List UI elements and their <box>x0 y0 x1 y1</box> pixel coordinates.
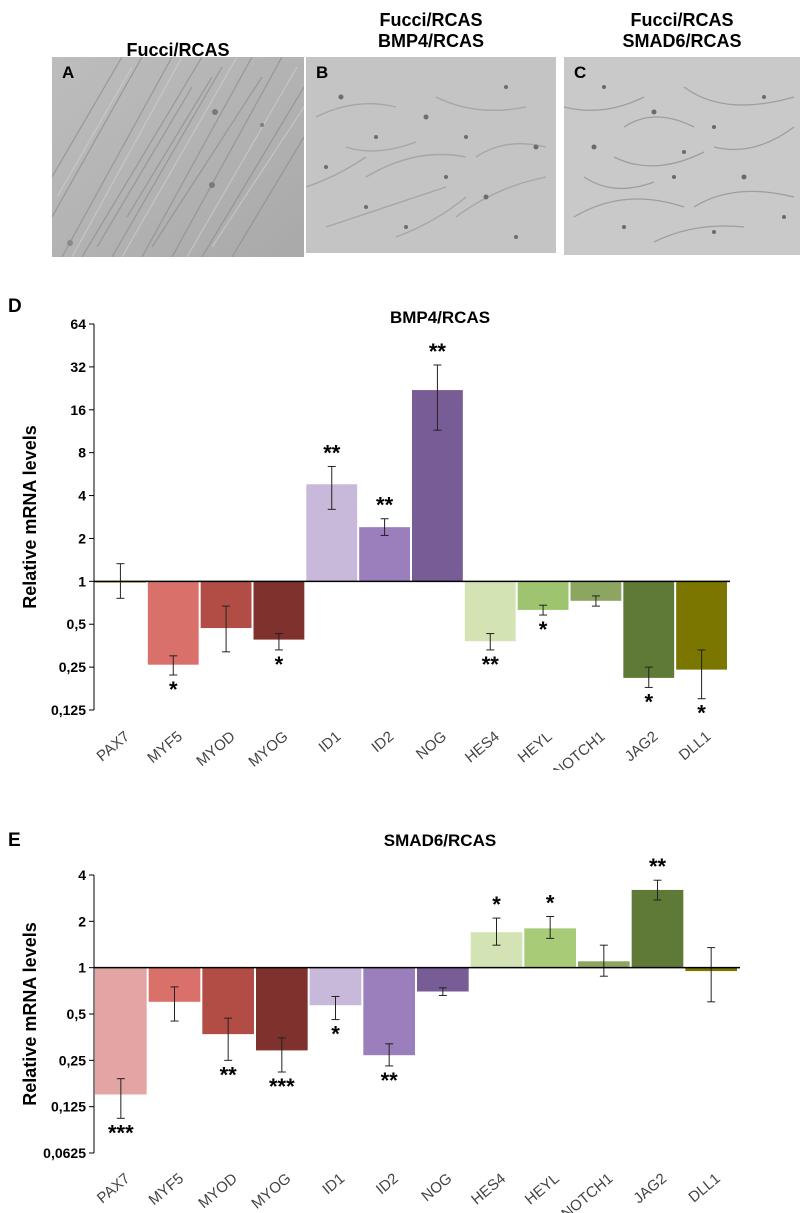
x-tick-label: MYOG <box>245 728 291 770</box>
y-tick-label: 0,125 <box>51 1099 86 1115</box>
x-tick-label: NOTCH1 <box>558 1170 616 1213</box>
panel-letter-d: D <box>8 296 22 317</box>
bar-id2 <box>359 527 410 582</box>
x-tick-label: JAG2 <box>622 728 662 765</box>
x-tick-label: MYF5 <box>145 1170 187 1209</box>
x-tick-label: HEYL <box>515 728 556 766</box>
y-tick-label: 0,25 <box>59 659 86 675</box>
significance-marker: * <box>546 890 555 915</box>
x-tick-label: DLL1 <box>685 1170 723 1206</box>
x-tick-label: MYOD <box>193 728 239 770</box>
x-tick-label: MYF5 <box>144 728 186 767</box>
x-tick-label: PAX7 <box>94 1170 133 1207</box>
chart-e: SMAD6/RCAS Relative mRNA levels 4 2 1 0,5 0,25… <box>20 831 740 1213</box>
y-tick-label: 4 <box>78 867 86 883</box>
significance-marker: * <box>492 892 501 917</box>
x-tick-label: ID1 <box>316 728 345 756</box>
bar-jag2 <box>631 889 684 968</box>
y-tick-label: 1 <box>78 960 86 976</box>
bar-id2 <box>363 967 415 1056</box>
x-tick-label: NOG <box>413 728 450 763</box>
x-tick-label: MYOG <box>248 1170 294 1212</box>
significance-marker: * <box>275 652 284 677</box>
micrograph-a-image <box>52 57 304 257</box>
chart-d: BMP4/RCAS Relative mRNA levels 64 32 16 8 4 2 1 0… <box>20 308 730 770</box>
y-tick-label: 0,5 <box>67 616 87 632</box>
significance-marker: ** <box>323 440 341 465</box>
y-axis-label: Relative mRNA levels <box>20 922 40 1105</box>
bar-pax7 <box>95 967 147 1095</box>
y-tick-label: 1 <box>78 573 86 589</box>
x-tick-label: ID1 <box>319 1170 348 1198</box>
x-tick-label: JAG2 <box>630 1170 670 1207</box>
bar-hes4 <box>464 581 516 642</box>
y-tick-label: 8 <box>78 445 86 461</box>
y-tick-label: 0,5 <box>67 1006 87 1022</box>
image-a-title: Fucci/RCAS <box>126 40 230 60</box>
chart-title: BMP4/RCAS <box>390 308 490 327</box>
y-tick-label: 16 <box>70 402 86 418</box>
y-tick-label: 2 <box>78 913 86 929</box>
chart-title: SMAD6/RCAS <box>384 831 496 850</box>
significance-marker: *** <box>269 1074 295 1099</box>
bar-jag2 <box>623 581 675 678</box>
bar-nog <box>417 967 469 992</box>
micrograph-c: C <box>564 57 800 255</box>
y-tick-label: 2 <box>78 530 86 546</box>
bar-myog <box>256 967 308 1051</box>
y-axis-label: Relative mRNA levels <box>20 425 40 608</box>
x-tick-label: NOG <box>418 1170 455 1205</box>
x-tick-label: PAX7 <box>94 728 133 765</box>
panel-letter-a: A <box>62 63 75 82</box>
y-tick-label: 0,125 <box>51 702 86 718</box>
x-tick-label: HEYL <box>522 1170 563 1208</box>
significance-marker: * <box>169 677 178 702</box>
panel-letter-e: E <box>8 830 21 851</box>
micrograph-c-image <box>564 57 800 255</box>
significance-marker: *** <box>108 1120 134 1145</box>
significance-marker: * <box>539 617 548 642</box>
x-tick-label: HES4 <box>462 728 503 766</box>
significance-marker: ** <box>482 652 500 677</box>
x-tick-label: ID2 <box>373 1170 402 1198</box>
x-tick-label: DLL1 <box>676 728 714 764</box>
significance-marker: ** <box>376 493 394 518</box>
x-tick-label: NOTCH1 <box>550 728 608 770</box>
micrograph-a: A <box>52 57 304 257</box>
y-tick-label: 0,0625 <box>43 1145 86 1161</box>
image-b-title: Fucci/RCAS BMP4/RCAS <box>377 10 484 51</box>
panel-letter-b: B <box>316 63 329 82</box>
x-tick-label: MYOD <box>195 1170 241 1212</box>
y-tick-label: 0,25 <box>59 1052 86 1068</box>
x-tick-label: HES4 <box>468 1170 509 1208</box>
significance-marker: ** <box>429 339 447 364</box>
x-tick-label: ID2 <box>368 728 397 756</box>
significance-marker: ** <box>220 1062 238 1087</box>
bar-myog <box>253 581 305 640</box>
y-tick-label: 4 <box>78 488 86 504</box>
y-tick-label: 64 <box>70 316 86 332</box>
image-c-title: Fucci/RCAS SMAD6/RCAS <box>622 10 742 51</box>
significance-marker: ** <box>381 1068 399 1093</box>
significance-marker: * <box>644 689 653 714</box>
panel-letter-c: C <box>574 63 587 82</box>
significance-marker: * <box>697 701 706 726</box>
significance-marker: * <box>331 1022 340 1047</box>
micrograph-b-image <box>306 57 556 253</box>
significance-marker: ** <box>649 854 667 879</box>
y-tick-label: 32 <box>70 359 86 375</box>
bar-myf5 <box>147 581 199 665</box>
bar-notch1 <box>570 581 622 601</box>
micrograph-b: B <box>306 57 556 253</box>
